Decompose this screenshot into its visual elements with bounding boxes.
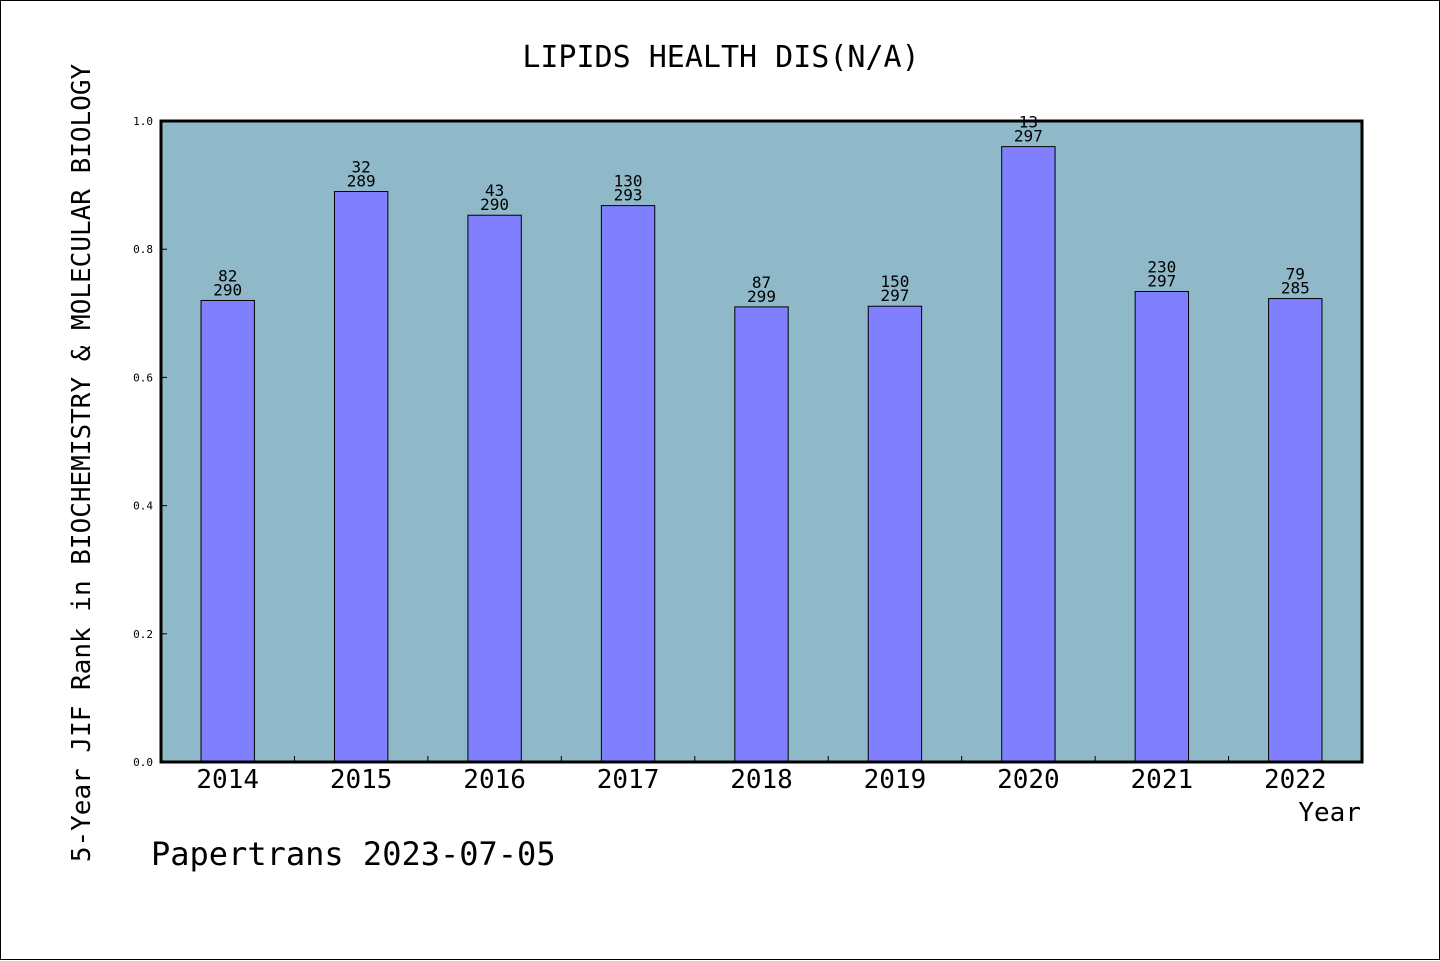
x-axis-label: Year (1298, 798, 1361, 828)
x-tick-label: 2019 (864, 765, 927, 795)
x-tick-label: 2018 (730, 765, 793, 795)
x-axis: 2014 2015 2016 2017 2018 2019 2020 2021 2022 (196, 756, 1327, 795)
bar-rank-label: 87 (752, 273, 771, 292)
bar (467, 214, 522, 763)
bar-total-label: 290 (480, 195, 509, 214)
y-axis: 0.0 0.2 0.4 0.6 0.8 1.0 (133, 115, 167, 769)
x-tick-label: 2020 (997, 765, 1060, 795)
bar (600, 205, 656, 763)
bar-rank-label: 150 (880, 272, 909, 291)
bar (1268, 298, 1323, 763)
x-tick-label: 2014 (196, 765, 259, 795)
y-tick-label: 0.6 (133, 371, 153, 384)
bar (1134, 291, 1190, 763)
x-tick-label: 2022 (1264, 765, 1327, 795)
y-tick-label: 0.2 (133, 628, 153, 641)
x-tick-label: 2016 (463, 765, 526, 795)
bar-rank-label: 32 (352, 158, 371, 177)
bar-total-label: 290 (213, 280, 242, 299)
y-tick-label: 0.0 (133, 756, 153, 769)
footer-credit: Papertrans 2023-07-05 (151, 835, 556, 873)
bar-total-label: 297 (880, 286, 909, 305)
y-axis-label: 5-Year JIF Rank in BIOCHEMISTRY & MOLECU… (67, 63, 97, 862)
y-tick-label: 0.4 (133, 500, 153, 513)
bar-total-label: 293 (614, 186, 643, 205)
x-tick-label: 2017 (597, 765, 660, 795)
bar (867, 305, 923, 763)
bar-rank-label: 43 (485, 181, 504, 200)
bar-total-label: 297 (1014, 127, 1043, 146)
plot-border (159, 119, 1364, 764)
bar (1001, 146, 1056, 763)
bar-rank-label: 82 (218, 266, 237, 285)
bar-rank-label: 130 (614, 172, 643, 191)
x-tick-label: 2021 (1131, 765, 1194, 795)
bar-labels-group: 8229032289432901302938729915029713297230… (213, 113, 1309, 306)
y-tick-label: 0.8 (133, 243, 153, 256)
bar-total-label: 299 (747, 287, 776, 306)
bar-total-label: 297 (1147, 272, 1176, 291)
bar-rank-label: 230 (1147, 258, 1176, 277)
y-tick-label: 1.0 (133, 115, 153, 128)
bar (734, 306, 789, 763)
bar-total-label: 285 (1281, 279, 1310, 298)
bars-group (200, 146, 1323, 763)
x-tick-label: 2015 (330, 765, 393, 795)
bar (333, 191, 389, 763)
bar (200, 299, 255, 763)
chart-title: LIPIDS HEALTH DIS(N/A) (522, 40, 919, 75)
bar-rank-label: 79 (1286, 265, 1305, 284)
bar-total-label: 289 (347, 172, 376, 191)
